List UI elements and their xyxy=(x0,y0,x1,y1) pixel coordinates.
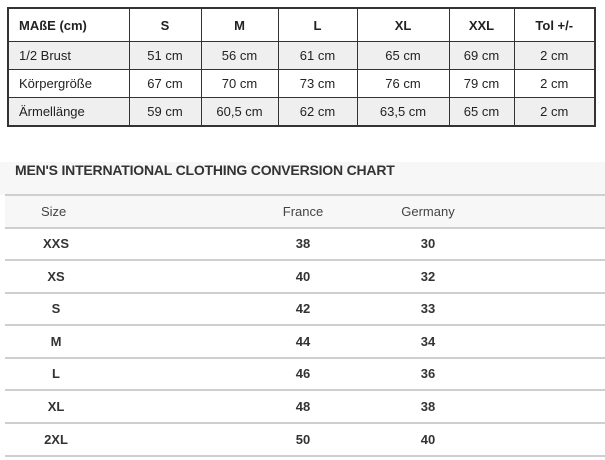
size-cell: XL xyxy=(47,399,65,414)
germany-cell: 32 xyxy=(420,268,436,284)
size-measurement-table: MAßE (cm) S M L XL XXL Tol +/- 1/2 Brust… xyxy=(7,7,596,127)
size-cell: 2XL xyxy=(44,431,68,447)
conversion-title: MEN'S INTERNATIONAL CLOTHING CONVERSION … xyxy=(15,162,395,178)
size-cell: XS xyxy=(47,268,65,284)
header-germany: Germany xyxy=(401,204,455,219)
cell: 63,5 cm xyxy=(356,97,450,127)
conversion-row: L 46 36 xyxy=(5,358,605,392)
germany-cell: 34 xyxy=(420,333,436,349)
germany-cell: 33 xyxy=(420,301,436,317)
header-cell: XXL xyxy=(448,7,515,42)
france-cell: 46 xyxy=(295,366,311,382)
cell: 73 cm xyxy=(277,69,358,98)
france-cell: 50 xyxy=(295,431,311,447)
header-cell: MAßE (cm) xyxy=(7,7,130,42)
conversion-title-bar: MEN'S INTERNATIONAL CLOTHING CONVERSION … xyxy=(0,162,605,195)
cell: 69 cm xyxy=(448,41,515,70)
table-row: Körpergröße 67 cm 70 cm 73 cm 76 cm 79 c… xyxy=(7,69,596,98)
header-cell: L xyxy=(277,7,358,42)
row-label: Ärmellänge xyxy=(7,97,130,127)
header-cell: XL xyxy=(356,7,450,42)
conversion-chart: MEN'S INTERNATIONAL CLOTHING CONVERSION … xyxy=(0,162,605,460)
cell: 67 cm xyxy=(128,69,202,98)
conversion-row: S 42 33 xyxy=(5,293,605,327)
cell: 51 cm xyxy=(128,41,202,70)
cell: 2 cm xyxy=(513,41,596,70)
cell: 79 cm xyxy=(448,69,515,98)
germany-cell: 36 xyxy=(420,366,436,382)
france-cell: 40 xyxy=(295,268,311,284)
conversion-header-row: Size France Germany xyxy=(5,194,605,229)
france-cell: 48 xyxy=(295,399,311,414)
header-size: Size xyxy=(41,204,67,219)
size-cell: XXS xyxy=(42,236,70,251)
cell: 59 cm xyxy=(128,97,202,127)
conversion-row: XXS 38 30 xyxy=(5,228,605,261)
conversion-row: XS 40 32 xyxy=(5,261,605,294)
conversion-row: M 44 34 xyxy=(5,326,605,359)
conversion-row: XL 48 38 xyxy=(5,391,605,424)
header-cell: M xyxy=(200,7,279,42)
row-label: 1/2 Brust xyxy=(7,41,130,70)
cell: 65 cm xyxy=(448,97,515,127)
germany-cell: 38 xyxy=(420,399,436,414)
cell: 2 cm xyxy=(513,97,596,127)
size-cell: M xyxy=(50,333,62,349)
cell: 62 cm xyxy=(277,97,358,127)
header-cell: Tol +/- xyxy=(513,7,596,42)
france-cell: 38 xyxy=(295,236,311,251)
header-france: France xyxy=(282,204,324,219)
cell: 76 cm xyxy=(356,69,450,98)
cell: 60,5 cm xyxy=(200,97,279,127)
germany-cell: 40 xyxy=(420,431,436,447)
table-row: Ärmellänge 59 cm 60,5 cm 62 cm 63,5 cm 6… xyxy=(7,97,596,127)
cell: 56 cm xyxy=(200,41,279,70)
germany-cell: 30 xyxy=(420,236,436,251)
conversion-row: 2XL 50 40 xyxy=(5,424,605,457)
row-label: Körpergröße xyxy=(7,69,130,98)
table-row: 1/2 Brust 51 cm 56 cm 61 cm 65 cm 69 cm … xyxy=(7,41,596,70)
cell: 70 cm xyxy=(200,69,279,98)
table-header-row: MAßE (cm) S M L XL XXL Tol +/- xyxy=(7,7,596,42)
cell: 65 cm xyxy=(356,41,450,70)
france-cell: 42 xyxy=(295,301,311,317)
size-cell: S xyxy=(51,301,61,317)
cell: 2 cm xyxy=(513,69,596,98)
size-cell: L xyxy=(52,366,60,382)
france-cell: 44 xyxy=(295,333,311,349)
cell: 61 cm xyxy=(277,41,358,70)
header-cell: S xyxy=(128,7,202,42)
